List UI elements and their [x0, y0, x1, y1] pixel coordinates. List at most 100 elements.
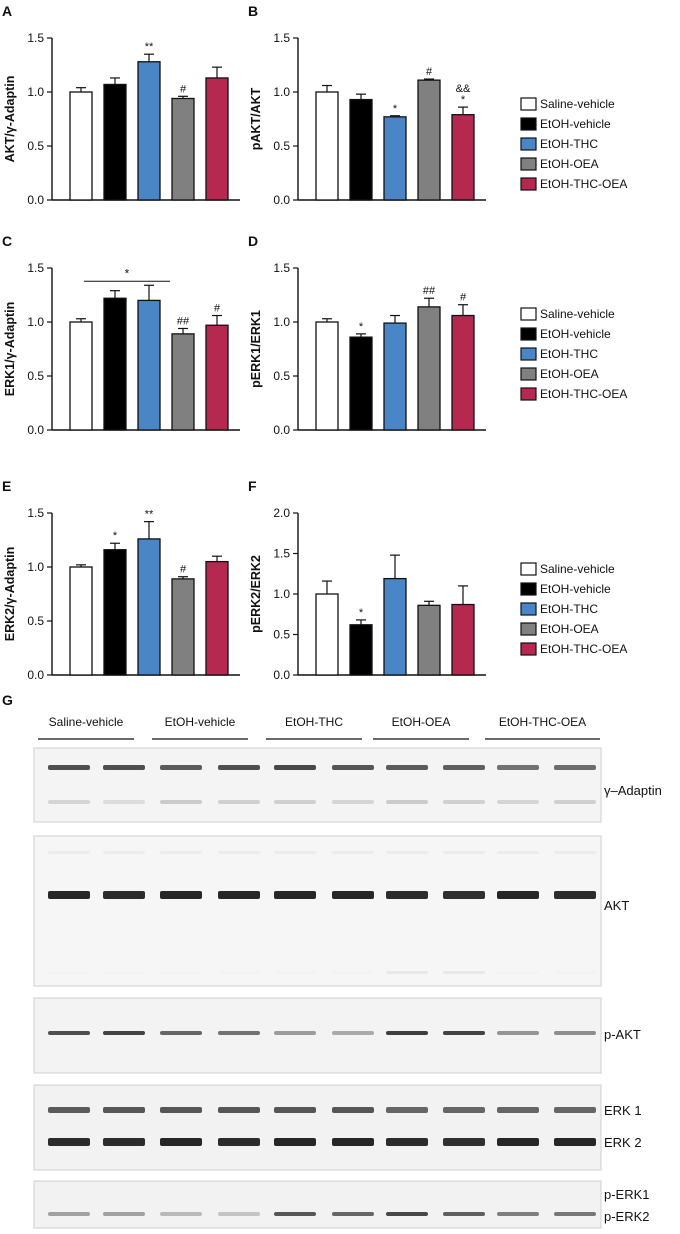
bar-etoh-thc [137, 61, 161, 201]
blot-group-label: EtOH-THC-OEA [499, 715, 586, 729]
blot-band [103, 1107, 145, 1113]
bar-saline-vehicle [315, 321, 339, 431]
blot-row-label: ERK 2 [604, 1135, 642, 1150]
blot-band [386, 851, 428, 854]
blot-band [160, 1031, 202, 1035]
blot-band [274, 971, 316, 974]
legend-swatch [520, 582, 537, 596]
blot-band [386, 800, 428, 804]
blot-band [160, 765, 202, 770]
legend-label: Saline-vehicle [540, 307, 615, 321]
legend-label: EtOH-OEA [540, 367, 599, 381]
blot-band [497, 1138, 539, 1146]
blot-band [332, 1031, 374, 1035]
blot-band [443, 1138, 485, 1146]
blot-band [497, 971, 539, 974]
blot-band [443, 800, 485, 804]
blot-band [386, 1212, 428, 1216]
blot-band [218, 1107, 260, 1113]
bar-saline-vehicle [69, 91, 93, 201]
panel-letter-d: D [248, 233, 258, 249]
blot-band [48, 1107, 90, 1113]
bar-etoh-oea [417, 79, 441, 201]
y-tick-label: 1.0 [273, 315, 290, 329]
legend-1: Saline-vehicle EtOH-vehicle EtOH-THC EtOH-O… [520, 97, 627, 191]
legend-swatch [520, 347, 537, 361]
legend-swatch [520, 562, 537, 576]
significance-mark: # [180, 83, 187, 95]
blot-band [274, 1212, 316, 1216]
y-tick-label: 1.5 [27, 31, 44, 45]
y-tick-label: 0.0 [273, 423, 290, 437]
blot-strip [33, 1180, 602, 1229]
legend-label: EtOH-vehicle [540, 327, 611, 341]
y-tick-label: 0.0 [27, 423, 44, 437]
blot-band [103, 971, 145, 974]
y-tick-label: 0.5 [273, 369, 290, 383]
blot-band [103, 891, 145, 899]
significance-mark: ** [145, 41, 154, 53]
y-tick-label: 1.0 [273, 587, 290, 601]
blot-band [554, 800, 596, 804]
blot-band [386, 765, 428, 770]
blot-band [103, 1138, 145, 1146]
significance-mark: && [456, 83, 471, 95]
panel-letter-a: A [2, 3, 12, 19]
blot-band [48, 1031, 90, 1035]
bar-etoh-vehicle [103, 549, 127, 676]
blot-band [274, 1107, 316, 1113]
legend-swatch [520, 117, 537, 131]
significance-mark: # [214, 303, 221, 315]
significance-mark: # [460, 292, 467, 304]
bar-etoh-thc [137, 538, 161, 676]
significance-mark: * [359, 607, 364, 619]
panel-letter-f: F [248, 478, 257, 494]
bar-etoh-thc [137, 299, 161, 431]
legend-label: EtOH-THC [540, 602, 598, 616]
blot-band [554, 1031, 596, 1035]
blot-band [497, 851, 539, 854]
y-tick-label: 0.0 [27, 193, 44, 207]
legend-swatch [520, 642, 537, 656]
legend-swatch [520, 387, 537, 401]
blot-row-label: ERK 1 [604, 1103, 642, 1118]
bar-saline-vehicle [69, 321, 93, 431]
blot-band [274, 1138, 316, 1146]
blot-band [554, 1212, 596, 1216]
significance-mark: * [393, 103, 398, 115]
blot-band [103, 1212, 145, 1216]
chart-panel-a: A 0.0 0.5 1.0 1.5 AKT/γ-Adaptin ** # [2, 3, 240, 207]
blot-band [554, 765, 596, 770]
blot-band [160, 1138, 202, 1146]
blot-band [332, 971, 374, 974]
significance-mark: * [359, 321, 364, 333]
blot-group-label: EtOH-vehicle [165, 715, 236, 729]
bar-saline-vehicle [69, 566, 93, 676]
significance-mark: ** [145, 509, 154, 521]
legend-label: EtOH-vehicle [540, 117, 611, 131]
y-tick-label: 0.5 [27, 369, 44, 383]
blot-band [332, 800, 374, 804]
chart-panel-f: F 0.0 0.5 1.0 1.5 2.0 pERK2/ERK2 * [248, 478, 486, 682]
blot-band [332, 851, 374, 854]
bar-etoh-thc [383, 577, 407, 676]
blot-band [554, 1107, 596, 1113]
panel-letter-c: C [2, 233, 12, 249]
panel-letter-g: G [2, 692, 13, 708]
significance-mark: * [125, 266, 130, 280]
bar-etoh-vehicle [349, 624, 373, 676]
y-tick-label: 1.5 [273, 547, 290, 561]
legend-swatch [520, 157, 537, 171]
blot-band [218, 765, 260, 770]
blot-band [443, 765, 485, 770]
y-tick-label: 1.0 [27, 315, 44, 329]
legend-label: EtOH-THC-OEA [540, 177, 627, 191]
blot-band [48, 1138, 90, 1146]
significance-mark: * [113, 530, 118, 542]
blot-band [386, 891, 428, 899]
blot-band [274, 891, 316, 899]
legend-label: EtOH-OEA [540, 157, 599, 171]
blot-row-label: γ–Adaptin [604, 783, 662, 798]
